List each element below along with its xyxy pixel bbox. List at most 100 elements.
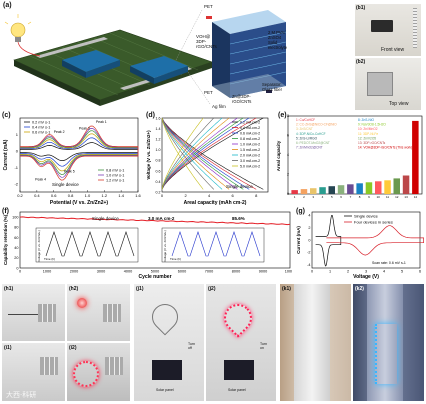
photo-h1 — [2, 284, 65, 341]
photo-k2-label: (k2) — [355, 286, 364, 292]
chart-g-curve-1 — [326, 225, 424, 256]
chart-e-xtick-label: 2 — [303, 195, 305, 199]
chart-c-ylabel: Current (mA) — [3, 139, 9, 170]
chart-e-xtick-label: 5 — [331, 195, 333, 199]
chart-g-curve-0 — [315, 215, 342, 267]
chart-g-ytick-label: 4 — [308, 213, 310, 217]
chart-g-ytick-label: 2 — [308, 226, 310, 230]
chart-e-legend-label: 12: Zn/V2O5 — [358, 136, 376, 140]
photo-k1-label: (k1) — [282, 286, 291, 292]
panel-b1-label: (b1) — [356, 5, 366, 11]
chart-e-xtick-label: 14 — [414, 195, 418, 199]
chart-e-legend-label: 13: 3DP-rGO/CNTs — [358, 141, 386, 145]
chart-e-ytick-label: 2 — [287, 173, 289, 177]
device-array-h1 — [38, 304, 56, 322]
chart-d-ytick-label: 0.4 — [156, 180, 161, 184]
chart-g-xtick-label: 1 — [329, 270, 331, 274]
chart-e-legend-label: 3: ZnS/CNT — [296, 127, 313, 131]
label-electrolyte: 2 M PVA/ ZnSO4 Solid electrolyte — [268, 30, 288, 50]
chart-e-frame — [287, 115, 423, 195]
chart-f-xtick-label: 6000 — [178, 270, 186, 274]
panel-c: 0.2 0.4 0.6 0.8 1.0 1.2 1.4 1.6 1 0 -1 -2 Peak 1 Peak… — [2, 112, 142, 206]
photo-j2: Turn on Solar panel — [206, 284, 276, 401]
chart-f-ytick-label: 100 — [12, 215, 18, 219]
panel-f: 0 1000 2000 3000 4000 5000 6000 7000 8000 9000 100… — [2, 208, 295, 280]
chart-e-ytick-label: 8 — [287, 114, 289, 118]
chart-e-xtick-label: 12 — [395, 195, 399, 199]
chart-e-bar — [319, 187, 326, 194]
chart-d-note: Single device — [226, 184, 253, 189]
photo-h2-label: (h2) — [69, 286, 79, 292]
chart-c-legend-label: 0.8 mV s-1 — [106, 169, 124, 173]
chart-c-legend-label: 0.6 mV s-1 — [32, 131, 50, 135]
label-pet-bottom: PET — [204, 90, 213, 95]
device-front — [371, 20, 393, 32]
chart-c-xtick-label: 0.2 — [17, 193, 23, 198]
solar-panel-j2 — [224, 360, 254, 380]
chart-g: 0 1 2 3 4 5 6 4 2 0 -2 -4 Single device Four device… — [296, 211, 424, 280]
photo-i2 — [67, 343, 130, 401]
panel-a: (a) PET VOH@ 3DP- rGO/CNTs 2 M PVA/ ZnSO… — [0, 0, 292, 112]
chart-e-legend-label: 1: Cu/CoHCF — [296, 118, 315, 122]
chart-f-xtick-label: 8000 — [232, 270, 240, 274]
chart-d-discharge-curve — [161, 117, 223, 190]
chart-d-charge-curve — [161, 117, 257, 190]
chart-d-xtick-label: 2 — [184, 193, 187, 198]
chart-f-xtick-label: 5000 — [151, 270, 159, 274]
chart-e-legend-label: 7: Zn/MnO2@CNT — [296, 146, 323, 150]
chart-e-bar — [356, 183, 363, 194]
chart-f-rate: 3.0 mA cm-2 — [148, 216, 175, 221]
chart-d-legend-label: 0.8 mA cm-2 — [240, 137, 260, 141]
chart-d-charge-curve — [161, 117, 264, 190]
chart-d-ytick-label: 1.2 — [156, 138, 161, 142]
chart-d-charge-curve — [161, 117, 215, 190]
chart-d-discharge-curve — [161, 117, 238, 190]
chart-g-xtick-label: 3 — [365, 270, 367, 274]
chart-c-xtick-label: 1.4 — [118, 193, 124, 198]
chart-f-ylabel: Capability retention (%) — [3, 214, 8, 265]
chart-e-xtick-label: 10 — [377, 195, 381, 199]
chart-c-xtick-label: 1.6 — [135, 193, 141, 198]
chart-e-bar — [375, 181, 382, 194]
chart-f-retention-line — [19, 216, 291, 226]
chart-c-ytick-label: -1 — [14, 165, 18, 170]
chart-e-legend-label: 8: ZnS-NiO — [358, 118, 374, 122]
photo-k2 — [353, 284, 424, 401]
top-view-caption: Top view — [389, 101, 409, 107]
chart-d-legend-label: 3.0 mA cm-2 — [240, 159, 260, 163]
chart-c-ytick-label: 1 — [16, 132, 19, 137]
chart-d-ytick-label: 0.2 — [156, 190, 161, 194]
chart-g-xtick-label: 4 — [383, 270, 385, 274]
panel-a-illustration — [4, 9, 287, 106]
device-array-h2 — [103, 304, 121, 322]
chart-e-xtick-label: 8 — [359, 195, 361, 199]
chart-f-inset-curve — [171, 231, 261, 257]
label-pet-top: PET — [204, 4, 213, 9]
photo-h2 — [67, 284, 130, 341]
chart-e-bar — [347, 184, 354, 195]
chart-f-ytick-label: 60 — [14, 236, 18, 240]
chart-f-frame — [19, 211, 291, 269]
photo-i2-label: (i2) — [69, 345, 77, 351]
chart-f-ytick-label: 20 — [14, 256, 18, 260]
chart-c-xtick-label: 0.8 — [68, 193, 74, 198]
device-top — [367, 72, 393, 96]
chart-c-legend-label: 1.2 mV s-1 — [106, 179, 124, 183]
chart-g-ytick-label: -4 — [307, 263, 310, 267]
chart-d-ytick-label: 0.8 — [156, 159, 161, 163]
chart-f-xtick-label: 2000 — [70, 270, 78, 274]
chart-d-charge-curve — [161, 117, 223, 190]
chart-e-legend-label: 6: PEDOT-MnO2@CNT — [296, 141, 330, 145]
chart-c-legend-label: 0.2 mV s-1 — [32, 121, 50, 125]
chart-f-retention: 85.6% — [232, 216, 245, 221]
chart-e-legend-label: 14: VOH@3DP-rGO/CNTs (This work) — [358, 146, 412, 150]
panel-d: 0 2 4 6 8 0.2 0.4 0.6 0.8 1.0 1.2 1.4 1.6 0.2 mA cm-… — [146, 112, 272, 206]
chart-g-frame — [311, 211, 421, 269]
chart-d-ytick-label: 1.4 — [156, 127, 161, 131]
photo-j1: Turn off Solar panel — [134, 284, 204, 401]
chart-e-bar — [310, 188, 317, 194]
chart-e-legend-label: 9: NaV3O8·1.5H2O — [358, 123, 386, 127]
chart-d-discharge-curve — [161, 117, 250, 190]
panel-e: 1 2 3 4 5 6 7 8 9 10 11 12 13 14 0 2 4 6 8 1: Cu/CoHCF 2: C… — [276, 112, 424, 206]
chart-d-legend-label: 1.0 mA cm-2 — [240, 143, 260, 147]
